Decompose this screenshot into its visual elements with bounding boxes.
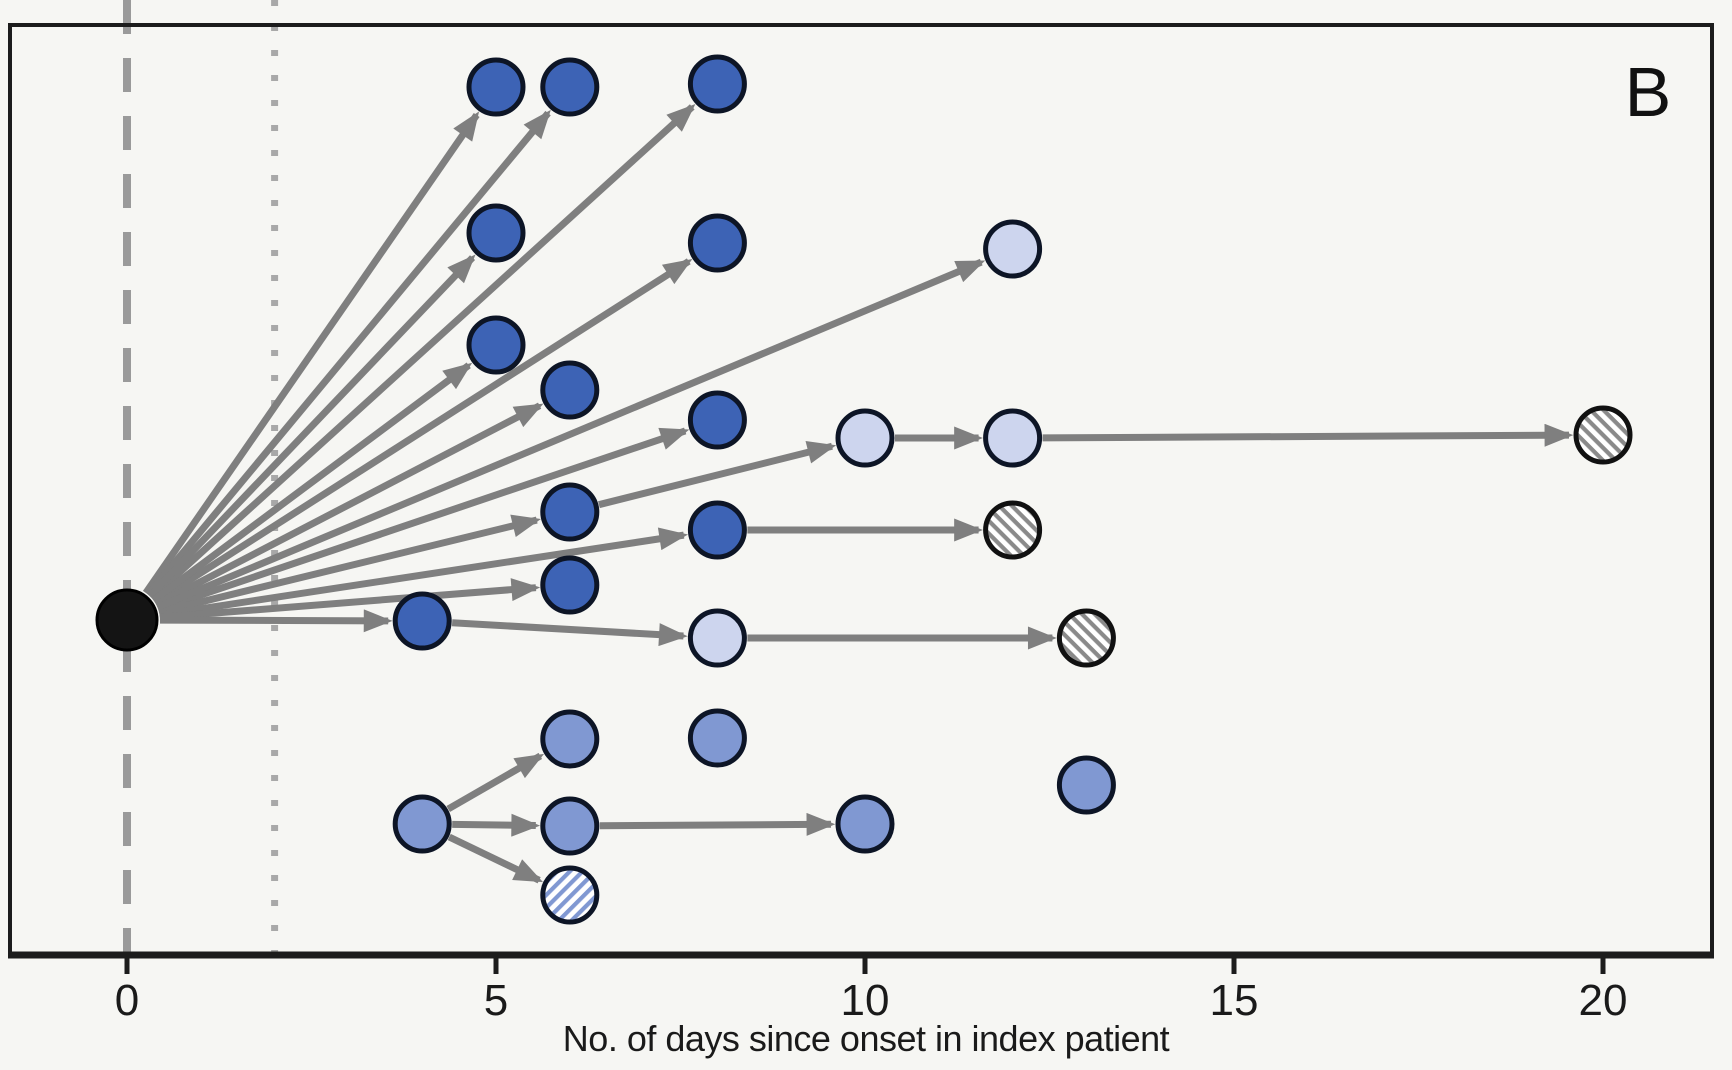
transmission-arrow-index-l1 bbox=[156, 258, 986, 611]
case-node-c4 bbox=[466, 203, 526, 263]
case-node-c11 bbox=[540, 555, 600, 615]
transmission-arrow-index-c10 bbox=[159, 527, 689, 619]
x-axis-tick-label: 0 bbox=[115, 976, 139, 1025]
case-node-c1 bbox=[466, 57, 526, 117]
transmission-arrow-index-c11 bbox=[159, 578, 541, 621]
case-node-m6 bbox=[1056, 755, 1116, 815]
case-node-h3 bbox=[1056, 608, 1116, 668]
transmission-arrow-index-c8 bbox=[157, 427, 690, 613]
transmission-arrow-m1-m2 bbox=[446, 752, 545, 813]
transmission-arrow-index-c5 bbox=[152, 258, 693, 606]
panel-label: B bbox=[1624, 53, 1672, 131]
case-node-l3 bbox=[983, 408, 1043, 468]
x-axis-tick-label: 15 bbox=[1210, 976, 1259, 1025]
transmission-arrow-index-c12 bbox=[159, 609, 393, 633]
transmission-arrow-index-c7 bbox=[154, 402, 544, 608]
case-node-l1 bbox=[983, 219, 1043, 279]
case-node-c3 bbox=[687, 54, 747, 114]
transmission-arrow-index-c1 bbox=[142, 111, 480, 595]
case-node-h1 bbox=[1573, 405, 1633, 465]
case-node-c9 bbox=[540, 482, 600, 542]
x-axis-tick-label: 5 bbox=[484, 976, 508, 1025]
x-axis-ticks: 0 5 10 15 20 bbox=[115, 955, 1628, 1025]
case-node-c5 bbox=[687, 213, 747, 273]
transmission-arrow-index-c9 bbox=[158, 514, 541, 616]
case-node-l4 bbox=[687, 608, 747, 668]
case-node-b1 bbox=[540, 865, 600, 925]
case-node-m4 bbox=[835, 794, 895, 854]
x-axis-tick-label: 10 bbox=[841, 976, 890, 1025]
transmission-arrow-l3-h1 bbox=[1042, 423, 1574, 447]
transmission-arrow-m1-b1 bbox=[447, 833, 544, 884]
transmission-arrow-index-c3 bbox=[149, 103, 696, 601]
case-node-c2 bbox=[540, 57, 600, 117]
case-node-c10 bbox=[687, 500, 747, 560]
case-node-m2 bbox=[540, 709, 600, 769]
case-node-m5 bbox=[687, 708, 747, 768]
transmission-arrow-c9-l2 bbox=[598, 441, 837, 509]
case-node-l2 bbox=[835, 408, 895, 468]
x-axis-tick-label: 20 bbox=[1579, 976, 1628, 1025]
case-node-c12 bbox=[392, 591, 452, 651]
transmission-arrow-index-c2 bbox=[145, 109, 551, 597]
case-node-h2 bbox=[983, 500, 1043, 560]
case-node-c8 bbox=[687, 390, 747, 450]
index-patient-node bbox=[95, 588, 159, 652]
transmission-arrow-c12-l4 bbox=[451, 619, 688, 647]
case-node-c6 bbox=[466, 315, 526, 375]
case-nodes bbox=[95, 54, 1633, 925]
transmission-arrow-index-c6 bbox=[151, 362, 473, 604]
case-node-m3 bbox=[540, 796, 600, 856]
transmission-arrow-m3-m4 bbox=[599, 812, 836, 836]
x-axis-title: No. of days since onset in index patient bbox=[562, 1018, 1170, 1059]
transmission-arrow-index-c4 bbox=[147, 254, 476, 599]
transmission-arrow-m1-m3 bbox=[452, 813, 541, 837]
case-node-c7 bbox=[540, 360, 600, 420]
case-node-m1 bbox=[392, 794, 452, 854]
transmission-arrows bbox=[142, 103, 1574, 884]
